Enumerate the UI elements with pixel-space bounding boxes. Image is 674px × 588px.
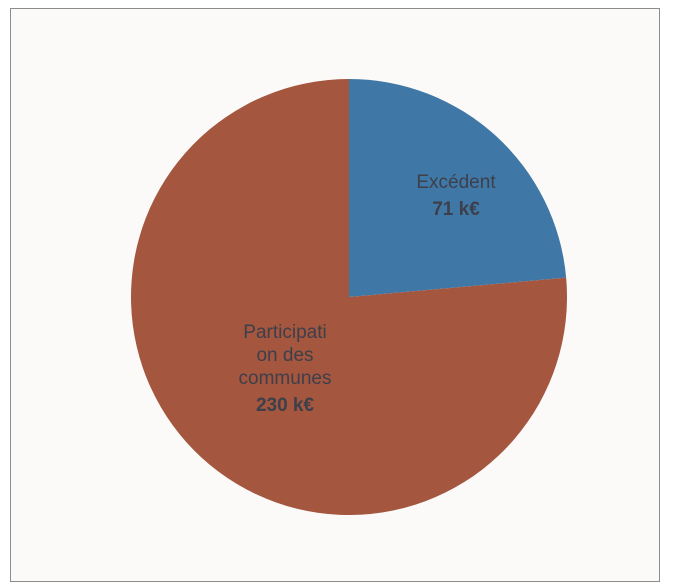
slice-value-label: 230 k€ [256,395,315,416]
slice-label: communes [239,368,332,389]
slice-label: on des [256,345,313,366]
pie-slice [131,79,568,515]
pie-slice [349,79,567,297]
slice-value-label: 71 k€ [432,199,480,220]
slice-label: Excédent [416,172,496,193]
slice-label: Participati [243,322,326,343]
pie-slices [131,79,568,515]
